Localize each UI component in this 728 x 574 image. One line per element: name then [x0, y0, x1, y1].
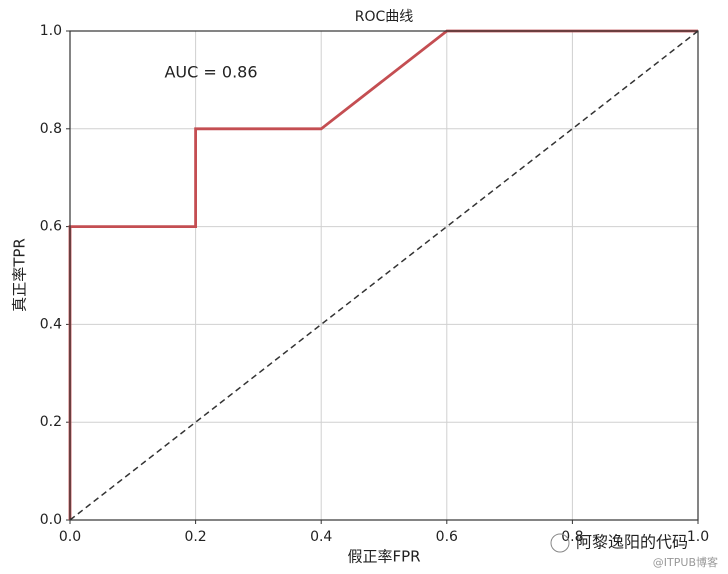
- y-tick-label: 0.6: [40, 219, 62, 235]
- x-tick-label: 0.2: [184, 529, 206, 545]
- x-tick-label: 0.4: [310, 529, 332, 545]
- annotation: AUC = 0.86: [164, 63, 257, 82]
- line: [69, 30, 699, 521]
- y-tick-label: 0.0: [40, 512, 62, 528]
- x-tick-label: 0.0: [59, 529, 81, 545]
- y-axis-label: 真正率TPR: [11, 238, 29, 312]
- x-axis-label: 假正率FPR: [347, 548, 420, 566]
- y-tick-label: 0.8: [40, 121, 62, 137]
- y-tick-label: 0.4: [40, 316, 62, 332]
- watermark-text: 阿黎逸阳的代码: [576, 533, 688, 552]
- line: [68, 29, 698, 520]
- y-tick-label: 0.2: [40, 414, 62, 430]
- watermark-icon: [550, 533, 570, 553]
- plot-frame: [69, 30, 699, 521]
- watermark-text: @ITPUB博客: [653, 555, 718, 569]
- chart-title: ROC曲线: [355, 9, 414, 25]
- x-tick-label: 0.8: [561, 529, 583, 545]
- y-tick-label: 1.0: [40, 23, 62, 39]
- x-tick-label: 0.6: [436, 529, 458, 545]
- watermark: 阿黎逸阳的代码 @ITPUB博客: [550, 533, 718, 569]
- x-tick-label: 1.0: [687, 529, 709, 545]
- plot-area: 0.0 0.2 0.4 0.6 0.8 1.0 0.0 0.2 0.4 0.6 0.8 1.0: [40, 23, 709, 545]
